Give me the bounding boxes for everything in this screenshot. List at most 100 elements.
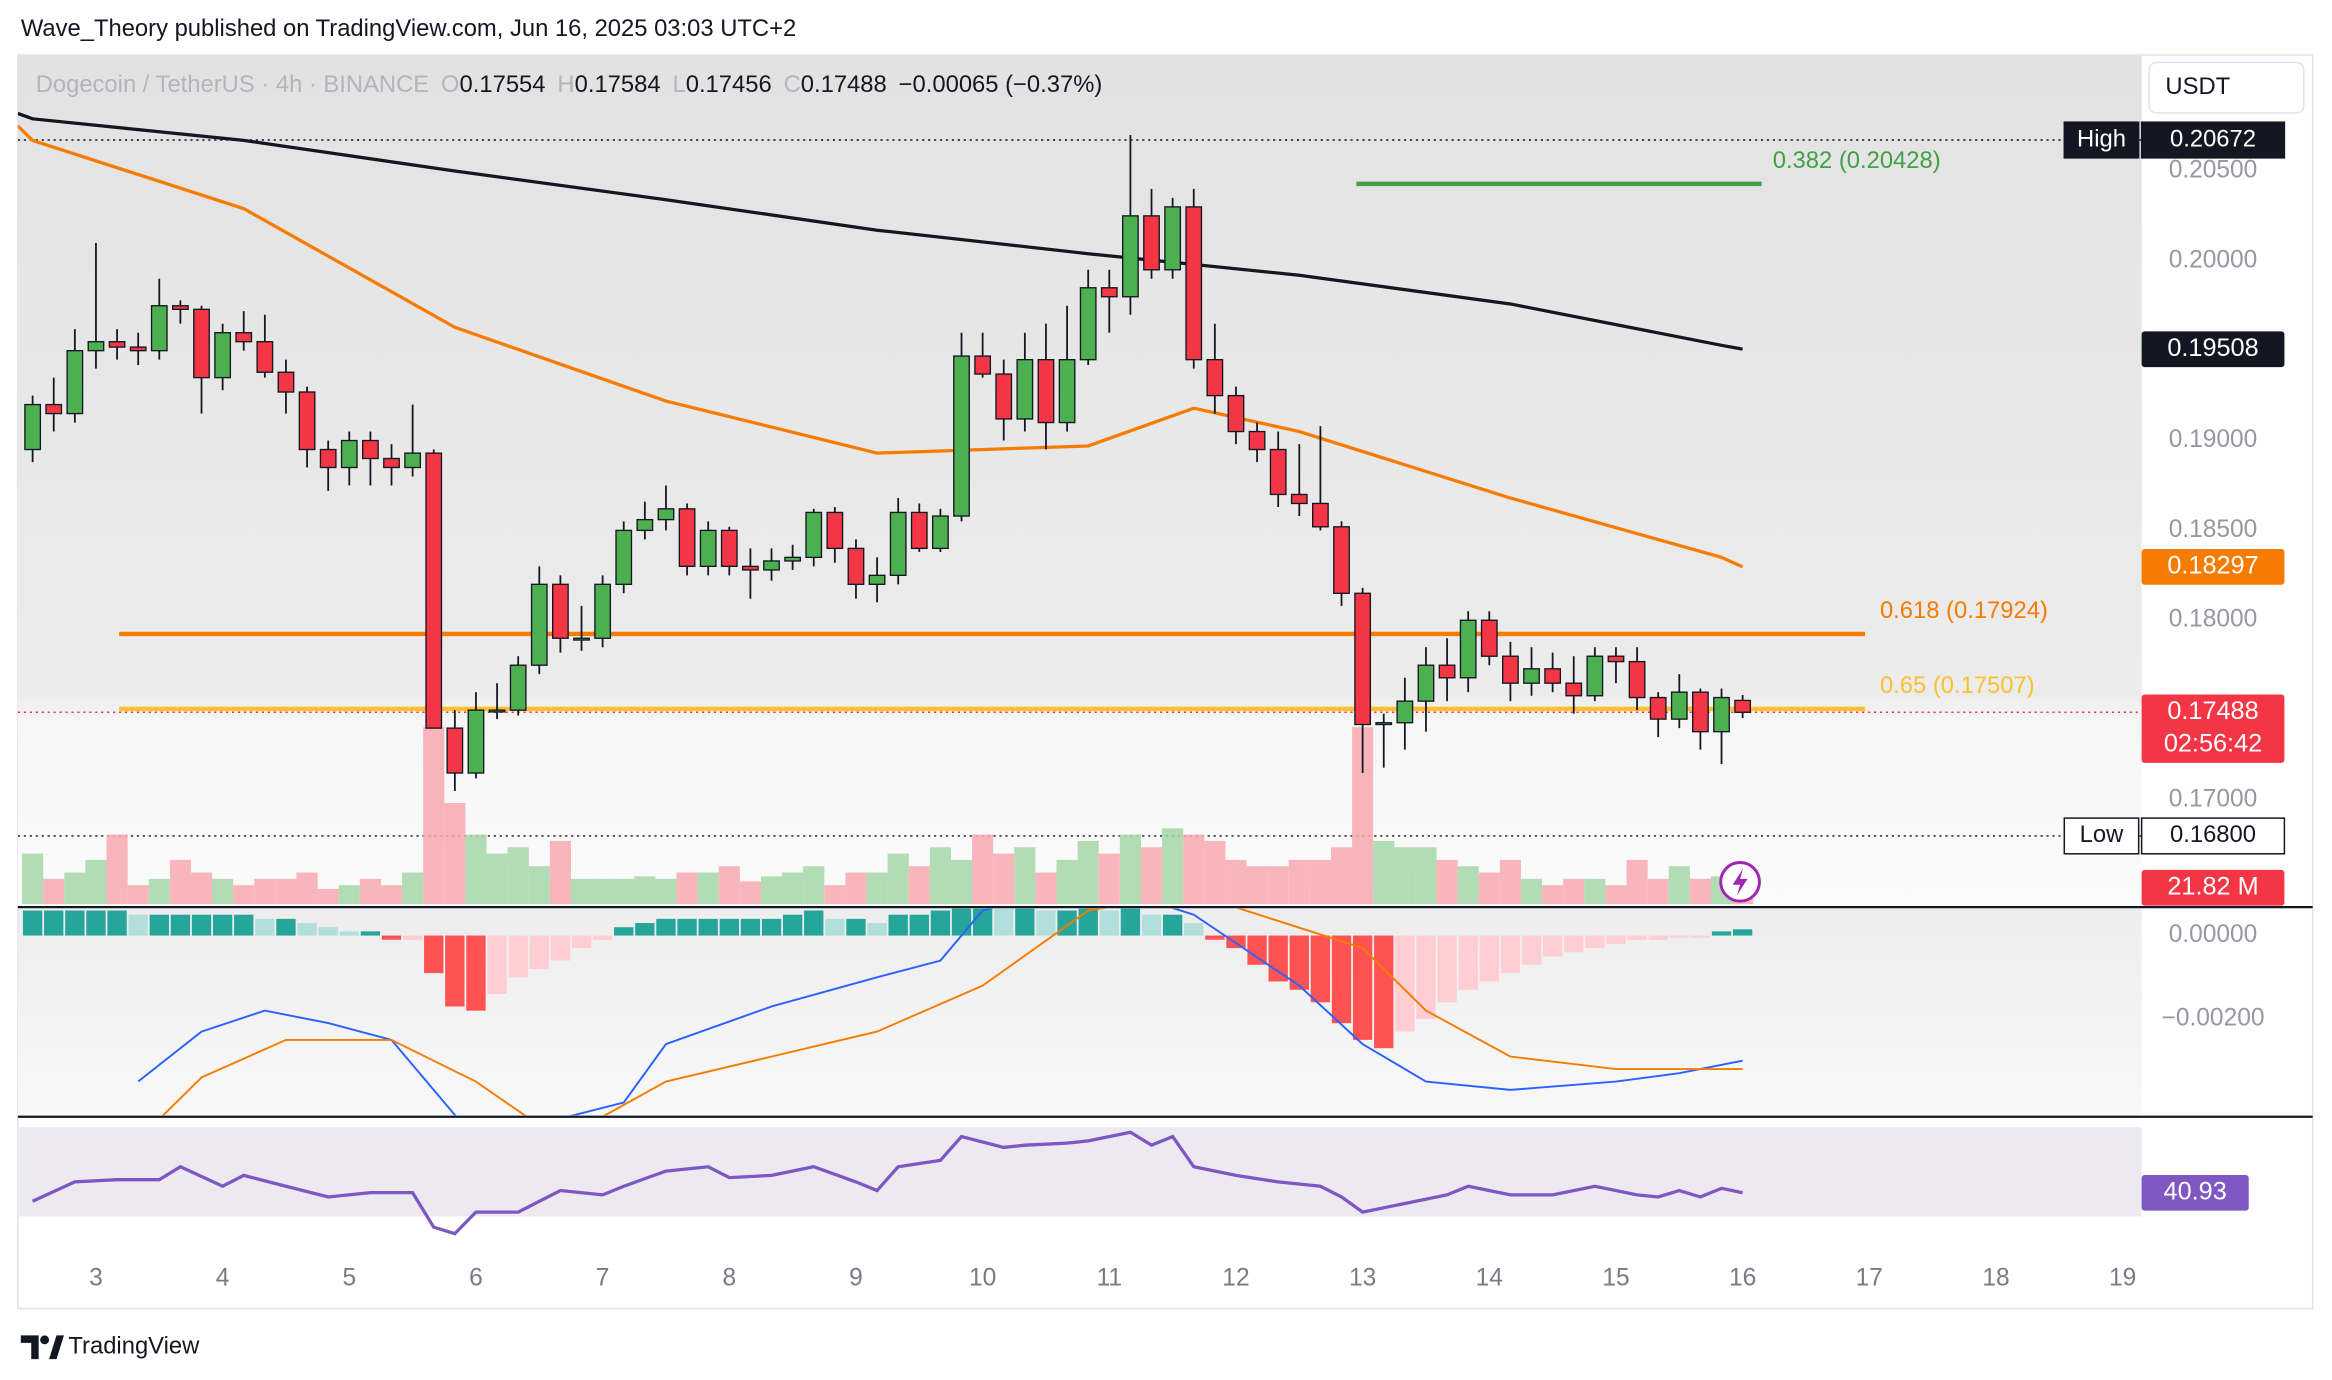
moving-average (17, 111, 1743, 351)
macd-bar (44, 910, 64, 936)
volume-bar (1415, 847, 1437, 905)
candle-body (1037, 358, 1055, 424)
o-letter: O (441, 72, 460, 99)
macd-bar (1247, 935, 1267, 965)
macd-bar (424, 935, 444, 974)
volume-bar (1352, 727, 1374, 905)
candle-body (1544, 668, 1562, 684)
candle-body (615, 529, 633, 585)
candle-body (1480, 619, 1498, 657)
currency[interactable]: USDT (2165, 73, 2230, 100)
currency-button[interactable] (2148, 61, 2305, 114)
macd-bar (1458, 935, 1478, 990)
candle-body (1375, 722, 1393, 726)
macd-bar (698, 918, 718, 936)
candle-body (1143, 215, 1160, 271)
price-value: 0.17488 (2167, 697, 2258, 725)
macd-bar (846, 918, 866, 936)
fib-label: 0.382 (0.20428) (1773, 147, 1941, 174)
candle-body (995, 373, 1013, 420)
volume-bar (718, 866, 740, 905)
candle-body (1312, 502, 1329, 528)
symbol: Dogecoin / TetherUS · 4h · BINANCE (36, 72, 429, 99)
indicator-icon[interactable] (1719, 861, 1761, 903)
volume-bar (655, 878, 677, 905)
volume-bar (592, 878, 614, 905)
macd-bar (149, 914, 169, 936)
macd-bar (86, 910, 106, 936)
x-tick-label: 14 (1476, 1264, 1503, 1291)
macd-bar (107, 910, 127, 936)
volume-bar (697, 872, 719, 905)
x-tick-label: 4 (216, 1264, 230, 1291)
open: 0.17554 (460, 72, 546, 99)
macd-bar (1395, 935, 1415, 1032)
candle-body (1164, 206, 1182, 271)
volume-bar (1225, 859, 1247, 905)
volume-bar (570, 878, 593, 905)
candle-body (1016, 358, 1034, 420)
candle-body (404, 452, 422, 469)
ma-value: 0.19508 (2167, 334, 2258, 362)
candle-body (530, 583, 548, 666)
volume-bar (908, 866, 930, 905)
macd-bar (1585, 935, 1605, 949)
macd-bar (1500, 935, 1521, 974)
candle-body (340, 439, 358, 469)
y-tick-label: 0.18500 (2169, 516, 2258, 543)
volume-bar (423, 727, 445, 905)
volume-bar (1499, 859, 1521, 905)
extreme-value: 0.20672 (2170, 125, 2256, 152)
volume-bar (613, 878, 635, 905)
extreme-value: 0.16800 (2170, 821, 2256, 848)
macd-bar (867, 923, 887, 936)
macd-bar (1648, 935, 1668, 940)
candle-body (784, 556, 802, 562)
extreme-name-box (2063, 121, 2140, 159)
price-layer: 0.382 (0.20428) 0.618 (0.17924) 0.65 (0.17… (17, 111, 2142, 905)
macd-bar (1732, 929, 1753, 936)
volume-bar (254, 878, 276, 905)
macd-bar (402, 935, 423, 940)
macd-bar (1437, 935, 1457, 1003)
ma-value-box (2141, 549, 2285, 585)
candle-body (868, 574, 886, 585)
candle-body (298, 391, 316, 451)
fib-label: 0.65 (0.17507) (1880, 672, 2035, 699)
y-tick-label: 0.20000 (2169, 246, 2258, 273)
candle-body (742, 565, 759, 571)
candle-body (1438, 664, 1456, 679)
rsi-layer (31, 1130, 1743, 1236)
candle-body (214, 332, 232, 379)
y-tick-label: 0.17000 (2169, 785, 2258, 812)
candle-body (1607, 655, 1625, 663)
volume-bar (1056, 859, 1078, 905)
macd-bar (212, 914, 233, 936)
volume-bar (338, 885, 360, 905)
candle-body (974, 355, 992, 375)
volume-bar (1478, 872, 1500, 905)
fib-label: 0.618 (0.17924) (1880, 597, 2048, 624)
volume-bar (233, 885, 255, 905)
macd-line (137, 908, 1743, 1116)
macd-bar (1036, 910, 1056, 936)
candle-body (636, 518, 654, 532)
macd-bar (1184, 923, 1204, 936)
x-tick-label: 8 (722, 1264, 736, 1291)
brand-logo (20, 1335, 64, 1360)
volume-bar (1330, 847, 1353, 905)
candle-body (1586, 655, 1604, 697)
macd-line (161, 908, 1743, 1116)
macd-tick-label: 0.00000 (2169, 921, 2258, 948)
candle-body (488, 709, 506, 713)
x-tick-label: 5 (342, 1264, 356, 1291)
volume-bar (803, 866, 825, 905)
volume-bar (1584, 878, 1606, 905)
macd-bar (1162, 914, 1183, 936)
macd-bar (888, 914, 908, 936)
candle-body (1734, 699, 1752, 713)
macd-bar (804, 910, 824, 936)
x-tick-label: 18 (1982, 1264, 2009, 1291)
rsi-value-box (2141, 1174, 2249, 1211)
